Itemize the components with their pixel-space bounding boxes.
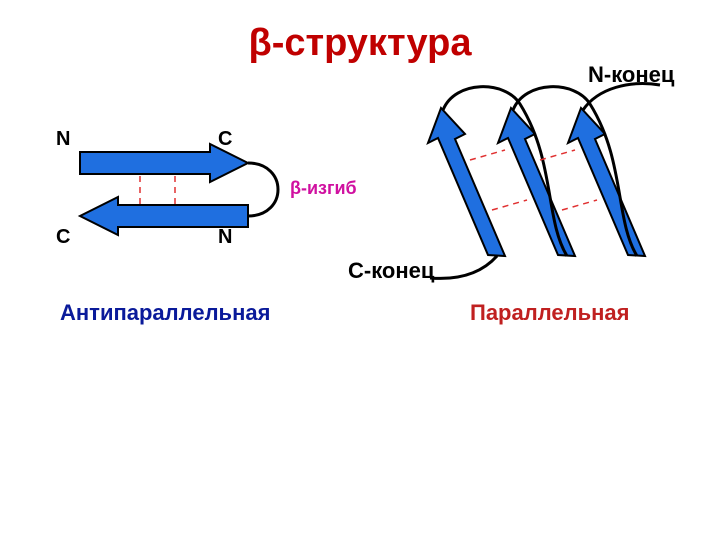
terminus-c-top: C xyxy=(218,128,232,151)
c-end-label: С-конец xyxy=(348,258,434,284)
terminus-c-bottom: C xyxy=(56,226,70,249)
arrow-parallel-3 xyxy=(568,108,645,256)
beta-turn-arc xyxy=(248,163,278,216)
hbond-par-2b xyxy=(562,200,597,210)
parallel-caption: Параллельная xyxy=(470,300,629,326)
arrow-parallel-2 xyxy=(498,108,575,256)
beta-turn-label: β-изгиб xyxy=(290,178,357,199)
terminus-n-top: N xyxy=(56,128,70,151)
hbond-par-1b xyxy=(492,200,527,210)
parallel-group xyxy=(428,84,660,279)
terminus-n-bottom: N xyxy=(218,226,232,249)
n-end-label: N-конец xyxy=(588,62,674,88)
antiparallel-caption: Антипараллельная xyxy=(60,300,270,326)
arrow-parallel-1 xyxy=(428,108,505,256)
parallel-tail-leadin xyxy=(430,256,497,278)
hbond-par-1a xyxy=(470,150,505,160)
antiparallel-group xyxy=(80,144,278,235)
hbond-par-2a xyxy=(540,150,575,160)
